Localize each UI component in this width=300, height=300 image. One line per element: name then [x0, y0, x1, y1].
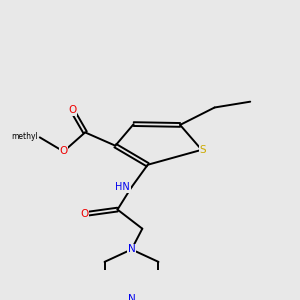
- Text: O: O: [68, 105, 76, 115]
- Text: O: O: [80, 209, 89, 219]
- Text: N: N: [128, 244, 135, 254]
- Text: methyl: methyl: [12, 132, 38, 141]
- Text: N: N: [128, 294, 135, 300]
- Text: O: O: [59, 146, 68, 157]
- Text: HN: HN: [116, 182, 130, 192]
- Text: S: S: [200, 145, 206, 155]
